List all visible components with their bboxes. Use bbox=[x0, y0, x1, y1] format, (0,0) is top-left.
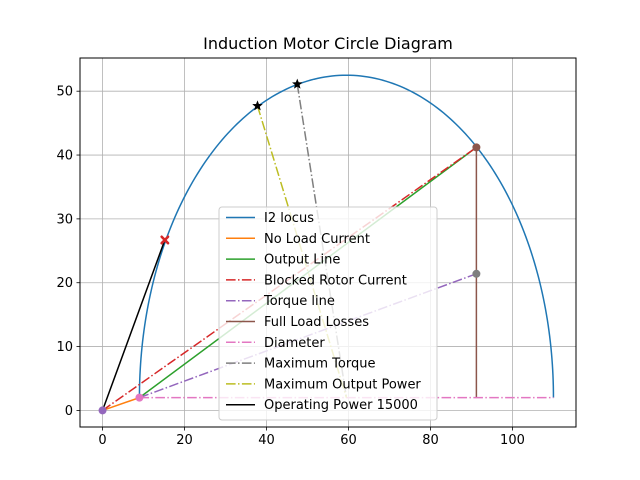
legend-label-full-load-losses: Full Load Losses bbox=[264, 315, 369, 330]
axis-ticks: 0 20 40 60 80 100 0 10 20 30 40 50 bbox=[56, 85, 524, 448]
y-tick-label: 0 bbox=[65, 404, 73, 419]
max-output-point bbox=[252, 100, 263, 111]
y-tick-label: 10 bbox=[56, 340, 73, 355]
chart-title: Induction Motor Circle Diagram bbox=[203, 34, 453, 53]
no-load-end-point bbox=[135, 393, 144, 402]
series-operating-power-15000 bbox=[101, 239, 166, 411]
marker-group bbox=[98, 78, 481, 415]
y-tick-label: 50 bbox=[56, 85, 73, 100]
y-tick-label: 40 bbox=[56, 149, 73, 164]
legend-label-torque-line: Torque line bbox=[263, 294, 335, 309]
y-tick-label: 30 bbox=[56, 212, 73, 227]
legend-label-blocked-rotor-current: Blocked Rotor Current bbox=[264, 273, 407, 288]
legend-label-maximum-output-power: Maximum Output Power bbox=[264, 377, 421, 392]
series-maximum-torque bbox=[296, 84, 348, 398]
operating-point bbox=[160, 235, 170, 245]
legend-label-operating-power-15000: Operating Power 15000 bbox=[264, 398, 418, 413]
legend-label-diameter: Diameter bbox=[264, 336, 325, 351]
x-tick-label: 40 bbox=[258, 433, 275, 448]
x-tick-label: 20 bbox=[176, 433, 193, 448]
legend-box bbox=[218, 206, 438, 421]
max-torque-point bbox=[292, 78, 303, 89]
x-tick-label: 100 bbox=[500, 433, 525, 448]
series-no-load-current bbox=[102, 396, 140, 412]
full-load-top-point bbox=[472, 143, 481, 152]
x-tick-label: 80 bbox=[422, 433, 439, 448]
legend-label-maximum-torque: Maximum Torque bbox=[264, 357, 375, 372]
x-tick-label: 60 bbox=[340, 433, 357, 448]
legend-label-i2-locus: I2 locus bbox=[264, 211, 314, 226]
x-tick-label: 0 bbox=[98, 433, 106, 448]
plot-frame bbox=[79, 57, 577, 428]
torque-point bbox=[472, 269, 481, 278]
legend: I2 locus No Load Current Output Line Blocke… bbox=[218, 206, 438, 421]
legend-label-no-load-current: No Load Current bbox=[264, 232, 370, 247]
legend-label-output-line: Output Line bbox=[264, 253, 340, 268]
no-load-point bbox=[98, 406, 107, 415]
y-tick-label: 20 bbox=[56, 276, 73, 291]
